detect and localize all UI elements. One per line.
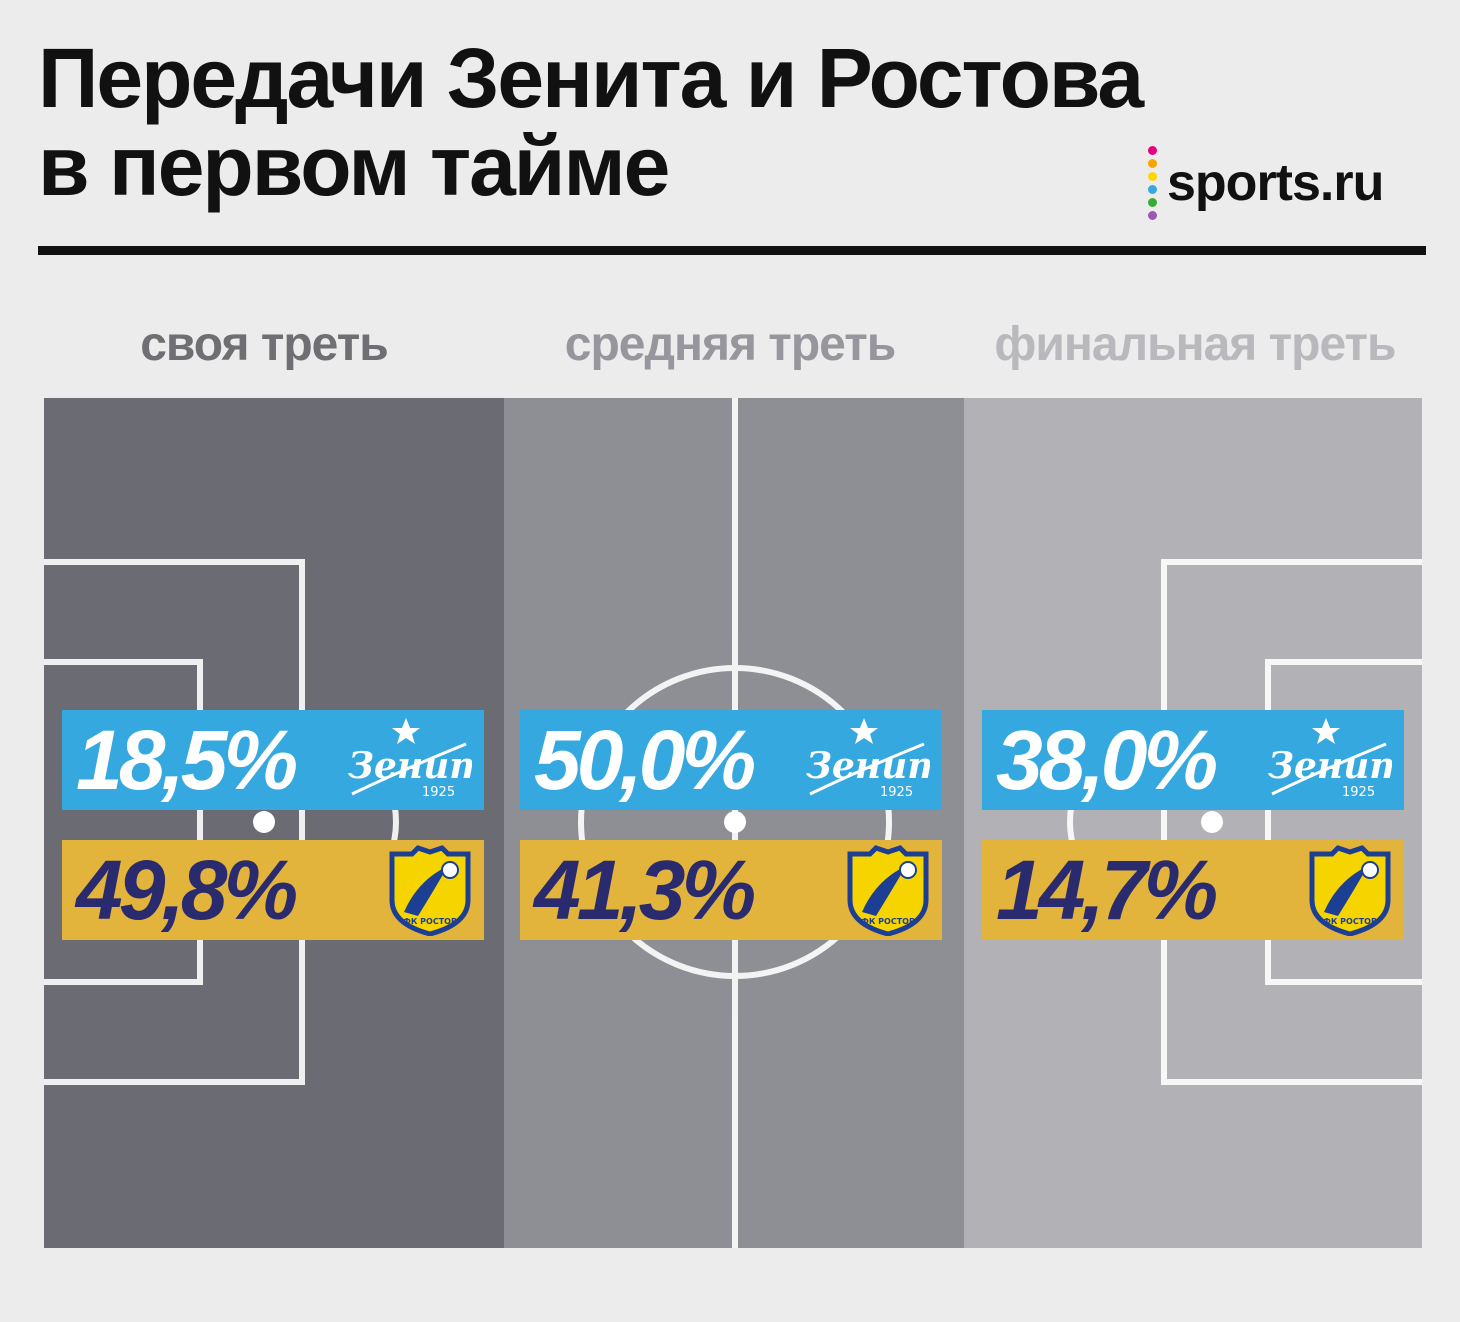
- zenit-logo-icon: Зенит 1925: [1268, 718, 1392, 800]
- football-pitch: [44, 398, 1422, 1248]
- rostov-crest-icon: ФК РОСТОВ: [1309, 845, 1391, 936]
- rostov-share-own-third: 49,8% ФК РОСТОВ: [62, 840, 484, 940]
- title-divider: [38, 246, 1426, 255]
- right-penalty-spot: [1201, 811, 1223, 833]
- rostov-value: 49,8%: [76, 843, 298, 937]
- zenit-logo-icon: Зенит 1925: [806, 718, 930, 800]
- rostov-crest-icon: ФК РОСТОВ: [847, 845, 929, 936]
- zenit-logo-year: 1925: [422, 785, 455, 800]
- rostov-value: 41,3%: [534, 843, 756, 937]
- pitch-svg: [44, 398, 1422, 1248]
- zone-label-middle-third: средняя треть: [564, 318, 896, 371]
- left-goal-area: [44, 659, 203, 985]
- zone-label-final-third: финальная треть: [994, 318, 1396, 371]
- right-penalty-area: [1161, 559, 1422, 1085]
- page-title: Передачи Зенита и Ростова в первом тайме: [38, 31, 1144, 213]
- title-line-2: в первом тайме: [38, 119, 670, 213]
- center-spot: [724, 811, 746, 833]
- brand-dot: [1148, 211, 1157, 220]
- sports-ru-logo: sports.ru: [1148, 146, 1384, 220]
- center-circle: [578, 665, 892, 979]
- zenit-logo-year: 1925: [1342, 785, 1375, 800]
- brand-dot: [1148, 159, 1157, 168]
- brand-dot: [1148, 146, 1157, 155]
- zone-fill-final-third: [964, 398, 1422, 1248]
- brand-dot: [1148, 198, 1157, 207]
- zenit-value: 50,0%: [534, 713, 756, 807]
- zone-label-own-third: своя треть: [140, 318, 389, 371]
- rostov-crest-icon: ФК РОСТОВ: [389, 845, 471, 936]
- zenit-share-own-third: 18,5% Зенит 1925: [62, 710, 484, 810]
- brand-name: sports.ru: [1167, 154, 1384, 212]
- right-goal-area: [1265, 659, 1422, 985]
- rostov-logo-text: ФК РОСТОВ: [861, 917, 915, 926]
- title-line-1: Передачи Зенита и Ростова: [38, 31, 1144, 125]
- zenit-logo-year: 1925: [880, 785, 913, 800]
- brand-dot: [1148, 172, 1157, 181]
- rostov-logo-text: ФК РОСТОВ: [1323, 917, 1377, 926]
- zenit-share-final-third: 38,0% Зенит 1925: [982, 710, 1404, 810]
- zenit-value: 38,0%: [996, 713, 1218, 807]
- rostov-share-final-third: 14,7% ФК РОСТОВ: [982, 840, 1404, 940]
- zenit-logo-icon: Зенит 1925: [348, 718, 472, 800]
- rostov-logo-text: ФК РОСТОВ: [403, 917, 457, 926]
- brand-dots-icon: [1148, 146, 1157, 220]
- left-penalty-spot: [253, 811, 275, 833]
- rostov-share-middle-third: 41,3% ФК РОСТОВ: [520, 840, 942, 940]
- zenit-value: 18,5%: [76, 713, 298, 807]
- left-penalty-area: [44, 559, 305, 1085]
- brand-dot: [1148, 185, 1157, 194]
- zenit-share-middle-third: 50,0% Зенит 1925: [520, 710, 942, 810]
- rostov-value: 14,7%: [996, 843, 1218, 937]
